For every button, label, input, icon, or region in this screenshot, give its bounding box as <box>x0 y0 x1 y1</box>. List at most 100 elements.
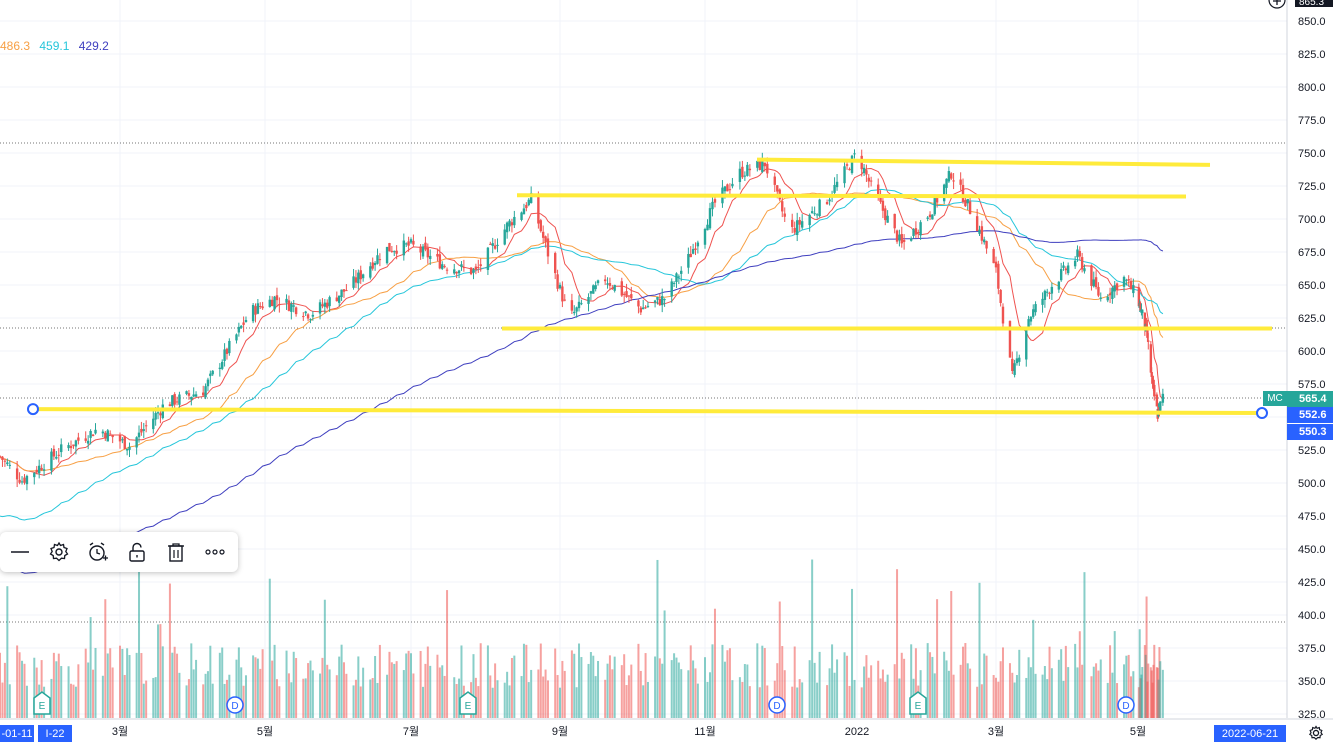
volume-bar <box>731 680 734 718</box>
candle-body <box>879 197 882 202</box>
volume-bar <box>60 666 63 718</box>
volume-bar <box>72 684 75 718</box>
volume-bar <box>261 649 264 718</box>
candle-body <box>421 246 425 257</box>
trend-line[interactable] <box>756 157 1211 167</box>
add-alert-button[interactable] <box>78 532 117 572</box>
last-price-tag: 565.4 <box>1287 391 1333 407</box>
settings-button[interactable] <box>39 532 78 572</box>
volume-bar <box>743 664 746 718</box>
candle-body <box>663 299 666 301</box>
dividend-marker[interactable]: D <box>226 696 244 714</box>
volume-bar <box>405 653 408 718</box>
volume-bar <box>983 653 986 718</box>
candle-body <box>171 395 174 406</box>
volume-bar <box>985 655 988 718</box>
delete-button[interactable] <box>156 532 195 572</box>
candle-body <box>1127 279 1130 281</box>
candle-body <box>190 396 193 400</box>
volume-bar <box>67 666 70 718</box>
dividend-marker[interactable]: D <box>768 696 786 714</box>
time-axis[interactable]: 3월 5월 7월 9월 11월 2022 3월 5월 <box>0 718 1333 742</box>
price-axis[interactable]: 325.0 350.0 375.0 400.0 425.0 450.0 475.0 500.0… <box>1286 0 1333 721</box>
volume-bar <box>776 663 779 718</box>
dividend-marker[interactable]: D <box>1117 696 1135 714</box>
support-resistance-lines[interactable] <box>27 157 1272 420</box>
volume-bar <box>21 660 24 718</box>
volume-bar <box>510 657 513 718</box>
earnings-marker[interactable]: E <box>33 691 51 715</box>
volume-bar <box>929 652 932 718</box>
crosshair-price-tag: 552.6 <box>1287 407 1333 423</box>
candle-body <box>337 295 341 303</box>
volume-bar <box>980 684 983 718</box>
candle-body <box>1097 286 1100 296</box>
candle-body <box>35 469 38 473</box>
lock-button[interactable] <box>117 532 156 572</box>
moving-average-lines <box>0 167 1164 574</box>
candle-body <box>985 241 988 249</box>
volume-bar <box>542 676 545 718</box>
start-date-tag-2: I-22 <box>38 725 72 742</box>
volume-bar <box>625 685 628 718</box>
trend-line[interactable] <box>32 407 1263 416</box>
price-tick-label: 450.0 <box>1298 544 1326 556</box>
candle-body <box>86 440 90 444</box>
candle-body <box>385 246 389 264</box>
volume-bar <box>1057 659 1060 718</box>
candle-body <box>294 307 298 315</box>
candle-body <box>106 430 109 442</box>
volume-bar <box>914 648 917 718</box>
volume-bar <box>877 660 880 718</box>
volume-bar <box>783 670 786 718</box>
candle-body <box>89 430 92 438</box>
ma-line <box>0 230 1164 574</box>
volume-bar <box>708 672 711 718</box>
earnings-marker[interactable]: E <box>459 691 477 715</box>
volume-bar <box>106 653 109 718</box>
volume-bar <box>489 675 492 718</box>
volume-bar <box>319 673 322 718</box>
candle-body <box>235 334 238 341</box>
candle-body <box>541 231 545 238</box>
line-style-button[interactable] <box>0 532 39 572</box>
candle-body <box>513 216 516 226</box>
candle-body <box>402 240 406 256</box>
candle-body <box>1034 304 1037 313</box>
candle-body <box>240 325 243 328</box>
trend-line[interactable] <box>516 193 1187 199</box>
candle-body <box>672 282 676 284</box>
candle-body <box>57 454 60 456</box>
candle-body <box>376 255 379 264</box>
volume-bar <box>606 663 609 718</box>
volume-bar <box>689 645 692 718</box>
candle-body <box>135 437 138 448</box>
candle-body <box>853 153 856 155</box>
more-button[interactable] <box>195 532 234 572</box>
volume-bar <box>811 559 814 718</box>
candle-body <box>306 314 310 319</box>
candle-body <box>691 249 695 254</box>
candle-body <box>728 189 732 191</box>
candle-body <box>173 394 176 405</box>
trend-line-handle[interactable] <box>1256 407 1268 420</box>
volume-bar <box>376 682 379 718</box>
candle-body <box>741 166 744 178</box>
trend-line-handle[interactable] <box>27 403 39 416</box>
volume-bar <box>692 660 695 718</box>
candle-body <box>393 251 396 253</box>
candle-body <box>758 160 762 170</box>
chart-settings-button[interactable] <box>1306 724 1326 742</box>
volume-bar <box>362 667 365 718</box>
volume-bar <box>848 685 851 718</box>
price-tick-label: 625.0 <box>1298 313 1326 325</box>
add-button[interactable] <box>1268 0 1286 9</box>
earnings-marker[interactable]: E <box>909 691 927 715</box>
volume-bar <box>964 643 967 718</box>
candle-body <box>357 272 360 284</box>
volume-bar <box>342 662 345 718</box>
volume-bar <box>119 645 121 718</box>
candle-body <box>285 298 288 303</box>
